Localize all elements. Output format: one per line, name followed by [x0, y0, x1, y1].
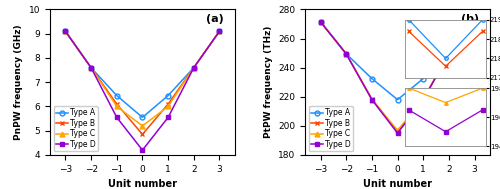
- Type B: [165, 103, 171, 105]
- Line: Type A: Type A: [318, 19, 477, 102]
- Type C: [420, 98, 426, 101]
- Type D: [446, 53, 452, 55]
- Type D: [165, 116, 171, 119]
- Type C: [62, 30, 68, 33]
- Y-axis label: PtPW frequency (THz): PtPW frequency (THz): [264, 26, 272, 138]
- Type B: [318, 21, 324, 23]
- Legend: Type A, Type B, Type C, Type D: Type A, Type B, Type C, Type D: [54, 106, 98, 151]
- Type D: [140, 149, 145, 151]
- Type C: [140, 125, 145, 127]
- Type B: [62, 30, 68, 33]
- Type C: [446, 53, 452, 55]
- Type C: [216, 30, 222, 33]
- Type D: [420, 98, 426, 101]
- Type A: [394, 98, 400, 101]
- Type B: [446, 53, 452, 55]
- Type A: [140, 116, 145, 119]
- Line: Type C: Type C: [318, 19, 477, 133]
- Type D: [114, 116, 120, 119]
- Line: Type A: Type A: [63, 29, 222, 120]
- X-axis label: Unit number: Unit number: [363, 179, 432, 189]
- Legend: Type A, Type B, Type C, Type D: Type A, Type B, Type C, Type D: [309, 106, 353, 151]
- Type A: [62, 30, 68, 33]
- Type A: [318, 21, 324, 23]
- Type A: [165, 94, 171, 97]
- Type B: [394, 131, 400, 133]
- Type B: [420, 98, 426, 100]
- Type B: [216, 30, 222, 33]
- Type A: [420, 77, 426, 80]
- Type B: [140, 133, 145, 136]
- Type C: [318, 21, 324, 23]
- Line: Type D: Type D: [63, 29, 222, 153]
- Type C: [394, 129, 400, 131]
- Type C: [88, 67, 94, 69]
- Type C: [472, 21, 478, 23]
- Type D: [191, 67, 197, 69]
- Type B: [343, 53, 349, 55]
- Type C: [369, 98, 375, 101]
- Type B: [191, 67, 197, 69]
- Type D: [369, 98, 375, 101]
- Type B: [88, 67, 94, 69]
- Type A: [446, 53, 452, 55]
- Type D: [394, 132, 400, 134]
- Line: Type D: Type D: [318, 19, 477, 136]
- Type B: [114, 103, 120, 105]
- Type B: [472, 21, 478, 23]
- Line: Type B: Type B: [318, 19, 477, 134]
- Type D: [62, 30, 68, 33]
- Type A: [369, 77, 375, 80]
- Y-axis label: PnPW frequency (GHz): PnPW frequency (GHz): [14, 24, 23, 140]
- Type A: [114, 94, 120, 97]
- Type D: [343, 53, 349, 55]
- Type C: [165, 105, 171, 108]
- X-axis label: Unit number: Unit number: [108, 179, 177, 189]
- Type C: [114, 105, 120, 108]
- Type A: [191, 67, 197, 69]
- Type D: [88, 67, 94, 69]
- Type D: [318, 21, 324, 23]
- Text: (b): (b): [461, 14, 479, 24]
- Line: Type B: Type B: [63, 29, 222, 137]
- Type A: [343, 53, 349, 55]
- Text: (a): (a): [206, 14, 224, 24]
- Type A: [472, 21, 478, 23]
- Type C: [191, 67, 197, 69]
- Type D: [472, 21, 478, 23]
- Type B: [369, 98, 375, 100]
- Type D: [216, 30, 222, 33]
- Type A: [216, 30, 222, 33]
- Line: Type C: Type C: [63, 29, 222, 128]
- Type A: [88, 67, 94, 69]
- Type C: [343, 53, 349, 55]
